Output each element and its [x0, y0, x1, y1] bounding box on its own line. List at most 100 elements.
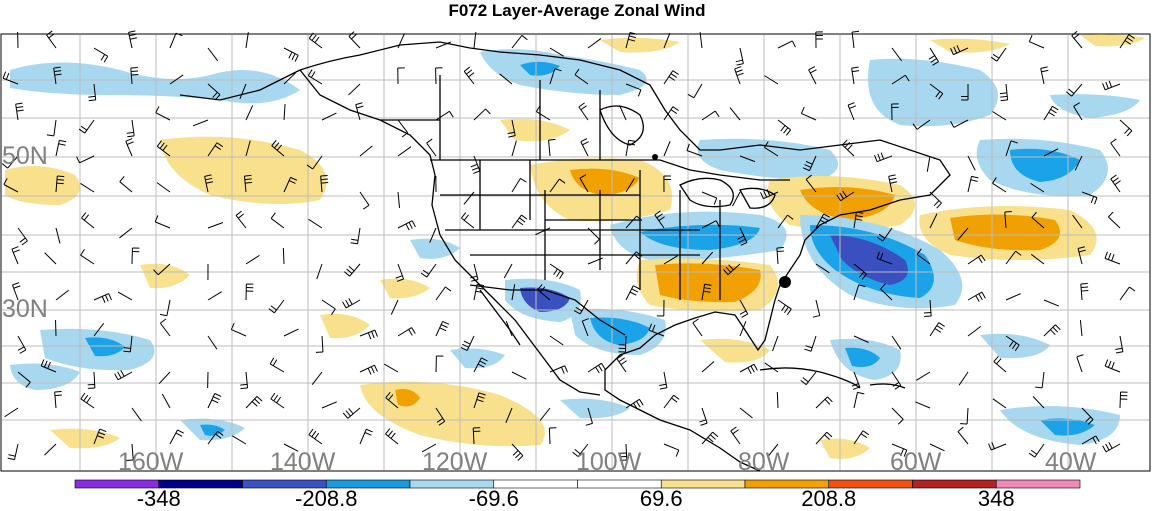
wind-barb	[46, 30, 57, 49]
wind-barb	[573, 299, 589, 315]
wind-barb	[511, 371, 527, 380]
wind-barb	[44, 443, 57, 456]
wind-barb	[511, 214, 528, 229]
wind-barb	[656, 299, 665, 317]
wind-barb	[734, 66, 744, 85]
wind-barb	[1074, 155, 1083, 171]
wind-barb	[2, 71, 19, 85]
states	[440, 160, 721, 300]
wind-barb	[93, 47, 109, 63]
wind-barb	[549, 365, 568, 374]
wind-barb	[348, 31, 361, 49]
wind-barb	[1005, 293, 1021, 301]
wind-barb	[853, 391, 865, 409]
wind-barb	[958, 371, 969, 386]
wind-barb	[93, 428, 107, 445]
wind-barb	[155, 106, 171, 121]
wind-barb	[245, 283, 254, 301]
wind-barb	[701, 110, 720, 121]
wind-barb	[735, 47, 744, 66]
wind-barb	[117, 291, 133, 301]
wind-barb	[625, 215, 643, 229]
wind-barb	[992, 177, 1007, 193]
wind-barb	[231, 435, 247, 445]
wind-barb	[739, 407, 753, 419]
wind-barb	[808, 66, 817, 85]
wind-barb	[802, 155, 817, 172]
longitude-label: 40W	[1045, 448, 1097, 476]
wind-barb	[283, 47, 299, 62]
map-title: F072 Layer-Average Zonal Wind	[448, 1, 706, 20]
wind-barb	[88, 83, 97, 102]
wind-barb	[131, 407, 142, 422]
wind-barb	[618, 335, 627, 353]
wind-barb	[729, 107, 741, 121]
wind-barb	[692, 318, 703, 337]
wind-barb	[507, 119, 516, 138]
wind-barb	[739, 155, 756, 163]
wind-barb	[76, 155, 95, 164]
wind-barb	[847, 102, 857, 121]
colorbar-label: 208.8	[801, 486, 856, 511]
wind-barb	[923, 299, 932, 317]
wind-barb	[7, 443, 19, 461]
wind-barb	[93, 322, 105, 337]
blue-region	[480, 49, 647, 95]
colorbar-label: -69.6	[469, 486, 519, 511]
wind-barb	[960, 407, 969, 425]
blue-region	[868, 58, 998, 127]
wind-barb	[853, 263, 867, 280]
wind-barb	[616, 354, 627, 373]
wind-barb	[581, 318, 589, 337]
wind-barb	[625, 251, 642, 265]
wind-barb	[804, 335, 817, 352]
wind-barb	[815, 31, 823, 49]
wind-barb	[385, 428, 399, 445]
wind-barb	[245, 140, 251, 157]
wind-barb	[159, 318, 171, 337]
wind-barb	[235, 210, 247, 229]
wind-barb	[511, 140, 517, 157]
wind-barb	[153, 263, 171, 276]
wind-barb	[1031, 211, 1045, 229]
wind-barb	[800, 371, 817, 386]
wind-barb	[1005, 140, 1018, 157]
wind-barb	[776, 391, 779, 409]
wind-barb	[699, 407, 708, 426]
wind-barb	[283, 104, 286, 121]
wind-barb	[572, 443, 589, 457]
wind-barb	[723, 263, 741, 276]
blue-region	[450, 348, 505, 369]
wind-barb	[283, 443, 299, 452]
wind-barb	[1079, 320, 1083, 337]
wind-barb	[320, 174, 329, 193]
wind-barb	[130, 67, 139, 85]
wind-barb	[435, 407, 446, 426]
wind-barb	[17, 371, 31, 388]
wind-barb	[306, 155, 323, 170]
wind-barb	[470, 155, 481, 174]
wind-barb	[473, 357, 488, 373]
wind-barb	[815, 213, 831, 229]
wind-barb	[93, 293, 112, 303]
wind-barb	[587, 362, 606, 374]
wind-barb	[395, 263, 405, 282]
wind-barb	[957, 227, 969, 241]
wind-barb	[578, 102, 589, 121]
wind-barb	[282, 247, 285, 265]
wind-barb	[663, 106, 679, 121]
wind-barb	[359, 364, 378, 375]
yellow-region	[930, 38, 1010, 53]
wind-barb	[625, 83, 642, 97]
wind-barb	[511, 177, 527, 193]
wind-barb	[359, 145, 373, 157]
wind-barb	[87, 371, 96, 389]
wind-barb	[585, 407, 593, 426]
wind-barb	[12, 282, 21, 301]
wind-barb	[619, 443, 628, 461]
wind-barb	[891, 47, 902, 62]
wind-barb	[55, 227, 61, 244]
hispaniola	[869, 383, 906, 389]
wind-barb	[192, 119, 209, 127]
wind-barb	[397, 220, 416, 231]
